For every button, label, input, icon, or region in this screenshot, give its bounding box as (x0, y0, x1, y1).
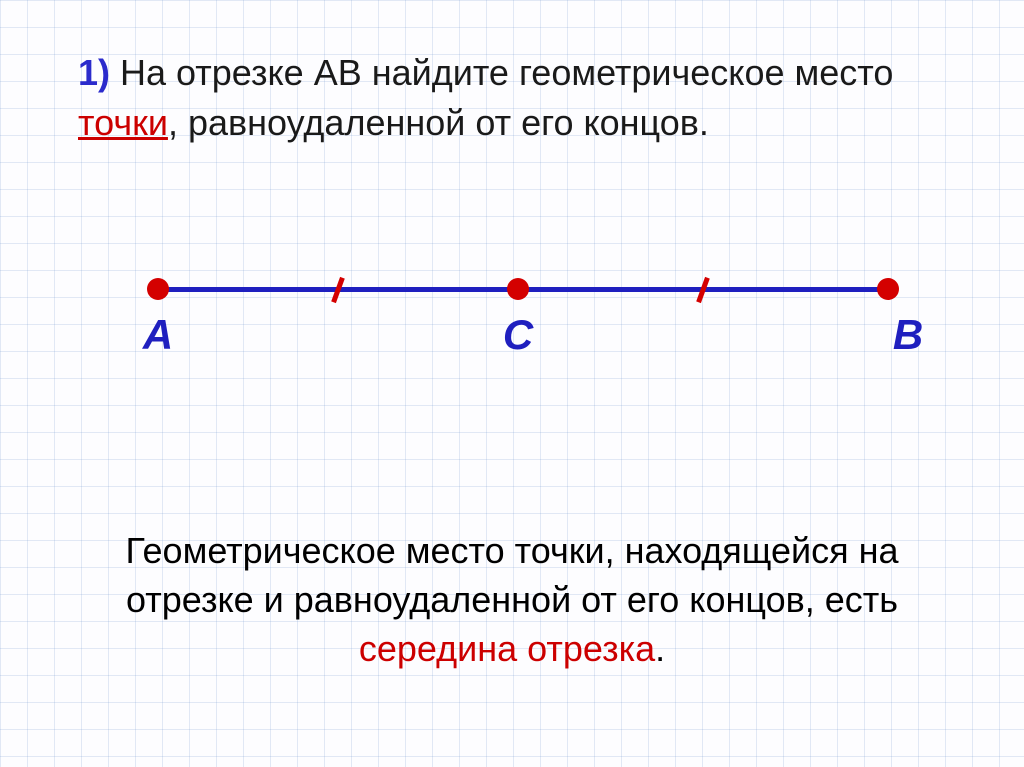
conclusion-part2: . (655, 628, 665, 669)
problem-part1: На отрезке АВ найдите геометрическое мес… (110, 52, 893, 93)
conclusion-part1: Геометрическое место точки, находящейся … (125, 530, 898, 620)
point-c (507, 278, 529, 300)
conclusion-midword: середина отрезка (359, 628, 655, 669)
problem-locus-word: точки (78, 102, 168, 143)
problem-number: 1) (78, 52, 110, 93)
slide-content: 1) На отрезке АВ найдите геометрическое … (0, 0, 1024, 767)
segment-diagram: А С В (68, 247, 956, 497)
conclusion-text: Геометрическое место точки, находящейся … (68, 527, 956, 673)
problem-statement: 1) На отрезке АВ найдите геометрическое … (68, 48, 956, 147)
point-b (877, 278, 899, 300)
problem-part2: , равноудаленной от его концов. (168, 102, 709, 143)
label-c: С (503, 311, 533, 359)
point-a (147, 278, 169, 300)
label-b: В (893, 311, 923, 359)
label-a: А (143, 311, 173, 359)
